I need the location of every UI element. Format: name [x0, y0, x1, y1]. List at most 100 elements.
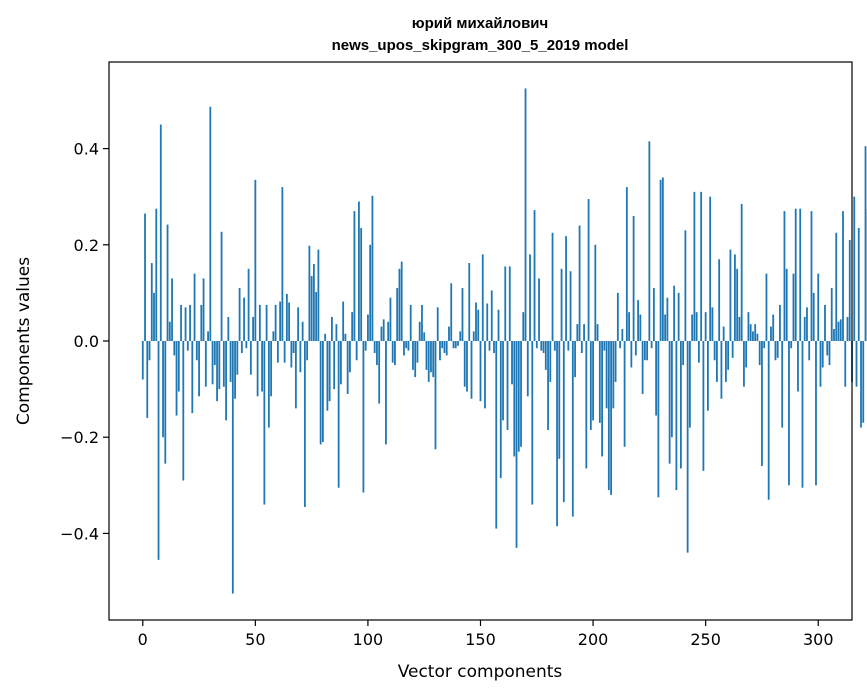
bar-260 — [727, 341, 730, 370]
bar-29 — [207, 331, 209, 341]
bar-43 — [238, 288, 241, 341]
bar-141 — [459, 331, 462, 341]
bar-175 — [535, 341, 538, 349]
x-tick-label: 0 — [138, 630, 148, 649]
bar-204 — [601, 341, 603, 457]
bar-47 — [247, 268, 250, 341]
bar-206 — [605, 341, 608, 409]
bar-6 — [155, 208, 158, 341]
bar-207 — [607, 341, 610, 491]
bar-98 — [362, 341, 365, 493]
bar-276 — [763, 341, 766, 349]
bar-130 — [434, 341, 437, 450]
bar-45 — [243, 297, 245, 341]
bar-274 — [758, 341, 761, 366]
bar-180 — [547, 341, 549, 430]
bar-37 — [225, 341, 227, 421]
bar-148 — [475, 302, 477, 341]
bar-143 — [463, 341, 466, 387]
bar-106 — [380, 326, 383, 341]
bar-218 — [632, 215, 635, 341]
bar-257 — [720, 341, 723, 399]
bar-58 — [272, 331, 275, 341]
bar-13 — [171, 278, 173, 341]
bar-229 — [657, 341, 660, 498]
bar-158 — [497, 309, 500, 341]
bar-53 — [261, 341, 264, 392]
bar-303 — [824, 304, 826, 341]
bar-282 — [776, 341, 779, 358]
bar-293 — [801, 341, 804, 488]
bar-216 — [628, 312, 631, 341]
bar-169 — [522, 312, 525, 341]
bar-152 — [484, 341, 486, 409]
bar-91 — [346, 341, 349, 394]
bar-307 — [833, 328, 835, 341]
bar-220 — [637, 300, 640, 341]
bar-264 — [736, 268, 739, 341]
bar-214 — [623, 341, 626, 447]
bar-77 — [315, 291, 318, 341]
bar-294 — [803, 316, 806, 341]
bar-248 — [700, 191, 703, 341]
bar-235 — [670, 341, 673, 438]
bar-94 — [353, 211, 356, 341]
bar-54 — [263, 341, 266, 505]
bar-118 — [407, 341, 410, 351]
bar-52 — [258, 304, 261, 341]
bar-26 — [200, 304, 203, 341]
bar-115 — [400, 261, 403, 341]
bar-278 — [767, 341, 770, 500]
y-tick-label: 0.4 — [74, 140, 99, 159]
bar-195 — [580, 341, 583, 354]
bar-219 — [634, 341, 637, 356]
bar-289 — [792, 273, 795, 341]
bar-209 — [612, 341, 615, 409]
bar-193 — [576, 324, 579, 341]
bar-240 — [682, 341, 685, 366]
bar-76 — [312, 264, 315, 341]
bar-178 — [542, 341, 545, 354]
bar-73 — [306, 341, 309, 361]
bar-251 — [707, 341, 709, 411]
bar-291 — [797, 341, 799, 392]
bar-224 — [646, 341, 649, 361]
bar-1 — [144, 213, 146, 341]
bar-186 — [560, 268, 563, 341]
bar-147 — [472, 331, 475, 341]
bar-159 — [499, 341, 502, 479]
bar-189 — [567, 341, 570, 351]
bar-42 — [236, 341, 239, 375]
bar-97 — [360, 227, 363, 341]
bar-165 — [513, 341, 516, 457]
bar-32 — [213, 341, 216, 366]
bar-309 — [837, 321, 840, 341]
bar-245 — [693, 191, 696, 341]
bar-140 — [457, 341, 459, 346]
bar-290 — [794, 208, 797, 341]
bar-250 — [704, 312, 707, 341]
bar-230 — [659, 179, 662, 341]
bar-310 — [839, 319, 842, 341]
bar-36 — [222, 341, 225, 387]
bar-56 — [267, 341, 270, 428]
bar-238 — [677, 292, 680, 341]
bar-137 — [450, 283, 453, 341]
bar-254 — [713, 341, 716, 361]
bar-287 — [788, 341, 790, 486]
bar-84 — [330, 316, 333, 341]
bar-50 — [254, 179, 257, 341]
bar-135 — [445, 341, 448, 356]
bar-305 — [828, 341, 831, 366]
bar-51 — [256, 341, 259, 397]
bar-221 — [639, 314, 642, 341]
bar-188 — [565, 236, 567, 341]
bar-119 — [409, 304, 412, 341]
bar-126 — [425, 341, 428, 370]
bar-11 — [166, 224, 169, 341]
bar-227 — [652, 288, 655, 341]
bar-225 — [648, 141, 651, 341]
bar-237 — [675, 341, 678, 491]
bar-92 — [349, 341, 351, 373]
bar-265 — [738, 316, 741, 341]
